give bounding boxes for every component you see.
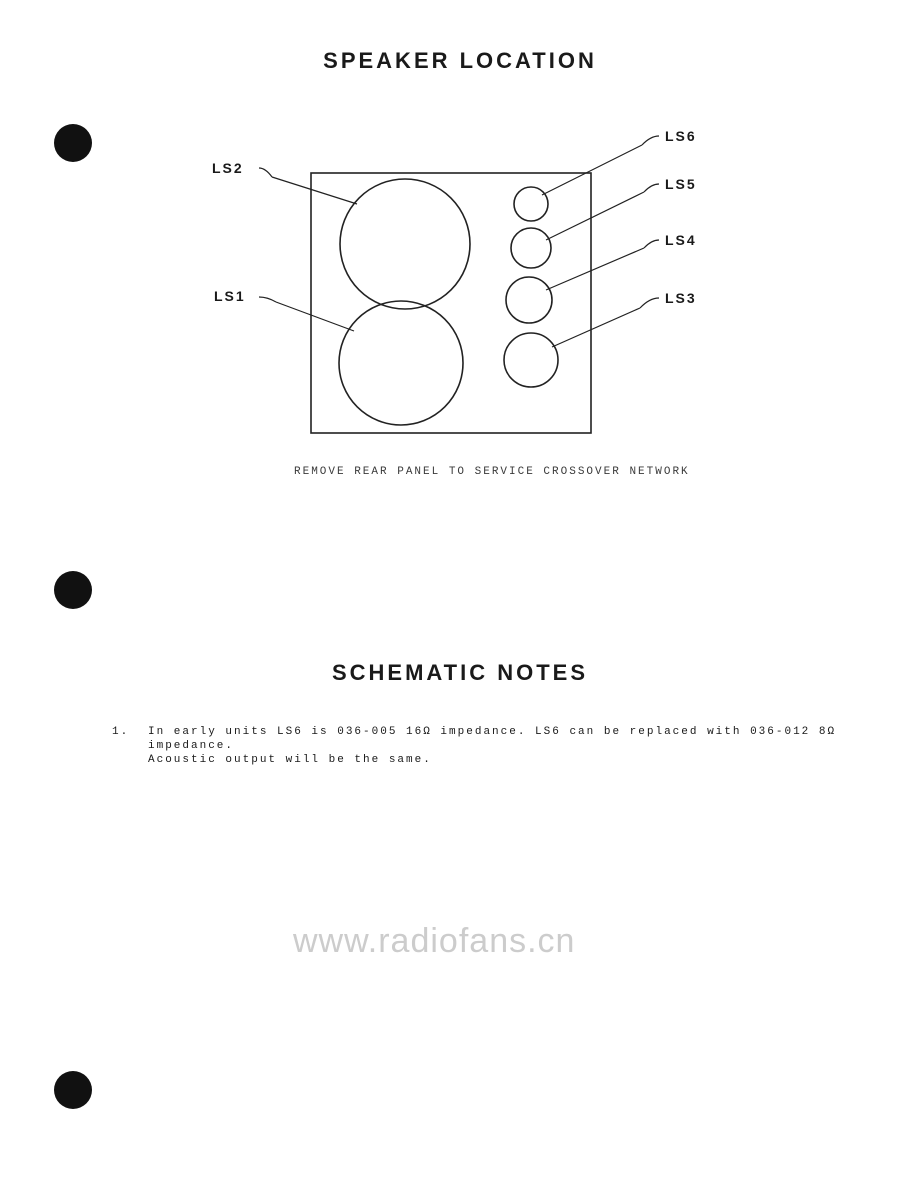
label-ls4: LS4: [665, 232, 697, 248]
speaker-ls3: [504, 333, 558, 387]
speaker-cabinet: [311, 173, 591, 433]
watermark: www.radiofans.cn: [293, 922, 575, 961]
punch-hole-1: [54, 124, 92, 162]
leader-hook-ls6: [642, 136, 659, 145]
speaker-ls2: [340, 179, 470, 309]
leader-hook-ls3: [640, 298, 659, 308]
leader-line-ls4: [546, 248, 644, 290]
diagram-svg: [0, 0, 920, 1195]
label-ls5: LS5: [665, 176, 697, 192]
leader-hook-ls2: [259, 168, 272, 177]
speaker-ls1: [339, 301, 463, 425]
label-ls2: LS2: [212, 160, 244, 176]
leader-line-ls3: [552, 308, 640, 347]
leader-hook-ls4: [644, 240, 659, 248]
note-1-body: In early units LS6 is 036-005 16Ω impeda…: [148, 726, 908, 767]
leader-line-ls1: [276, 302, 354, 331]
leader-line-ls5: [546, 192, 644, 240]
leader-line-ls2: [272, 177, 357, 204]
note-1-number: 1.: [112, 726, 129, 738]
label-ls6: LS6: [665, 128, 697, 144]
label-ls3: LS3: [665, 290, 697, 306]
leader-hook-ls1: [259, 297, 276, 302]
speaker-ls4: [506, 277, 552, 323]
punch-hole-2: [54, 571, 92, 609]
label-ls1: LS1: [214, 288, 246, 304]
speaker-ls5: [511, 228, 551, 268]
leader-line-ls6: [542, 145, 642, 195]
note-1-line2: Acoustic output will be the same.: [148, 754, 432, 766]
leader-hook-ls5: [644, 184, 659, 192]
note-1-line1: In early units LS6 is 036-005 16Ω impeda…: [148, 726, 836, 752]
diagram-caption: REMOVE REAR PANEL TO SERVICE CROSSOVER N…: [294, 466, 690, 478]
speaker-ls6: [514, 187, 548, 221]
punch-hole-3: [54, 1071, 92, 1109]
